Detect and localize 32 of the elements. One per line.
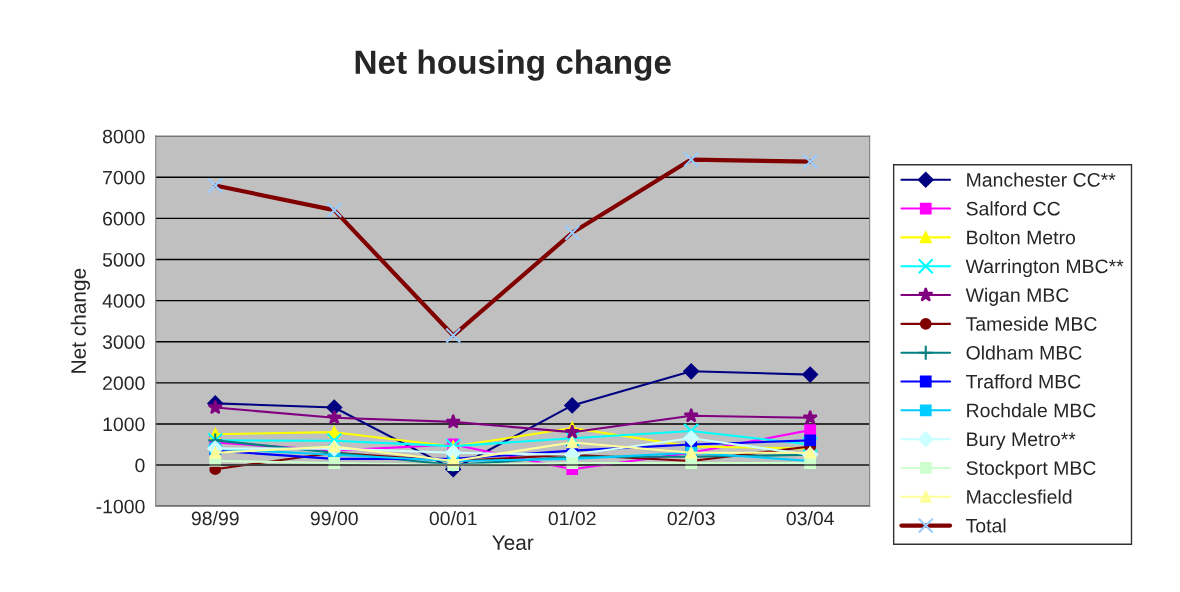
legend-label: Macclesfield [967,489,1072,504]
x-tick-label: 98/99 [191,511,239,526]
y-tick-label: 0 [135,458,145,473]
legend-label: Bury Metro** [967,432,1076,450]
y-tick-label: -1000 [96,499,145,514]
y-tick-label: 1000 [103,417,145,432]
x-tick-label: 99/00 [310,511,358,526]
x-tick-label: 01/02 [548,511,596,526]
legend-label: Oldham MBC [966,345,1082,360]
legend-label: Rochdale MBC [967,403,1096,418]
x-tick-label: 00/01 [429,511,477,526]
legend-label: Warrington MBC** [965,258,1124,278]
y-tick-label: 8000 [102,129,145,144]
x-tick-label: 02/03 [667,511,715,526]
x-axis-title: Year [492,535,534,551]
y-tick-label: 3000 [102,335,145,349]
y-tick-label: 2000 [103,376,145,391]
legend-label: Manchester CC** [967,172,1116,187]
y-tick-label: 4000 [102,294,145,308]
legend-label: Trafford MBC [966,374,1081,389]
y-tick-label: 5000 [102,252,145,267]
legend-label: Wigan MBC [965,287,1069,306]
x-tick-label: 03/04 [786,511,834,526]
legend-label: Tameside MBC [966,316,1097,331]
y-tick-label: 6000 [103,211,145,226]
y-tick-label: 7000 [103,170,145,185]
y-axis-title: Net change [70,268,91,373]
legend-label: Total [966,518,1006,533]
legend-label: Bolton Metro [967,230,1076,245]
chart-title: Net housing change [355,49,671,81]
legend-label: Salford CC [966,201,1060,216]
legend-label: Stockport MBC [966,460,1096,479]
